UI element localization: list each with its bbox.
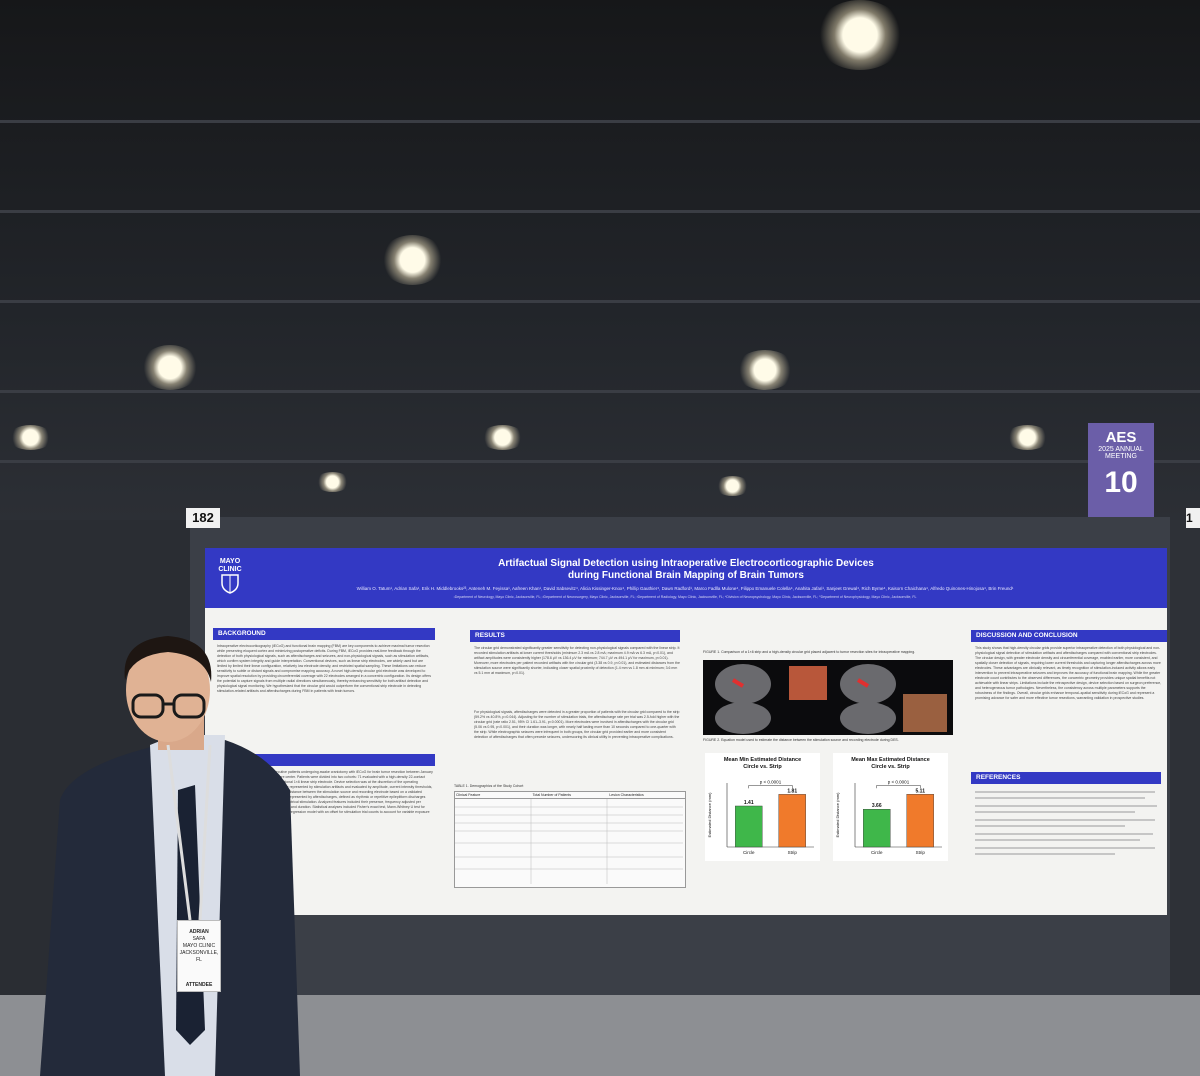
discussion-text: This study shows that high-density circu…	[975, 646, 1162, 700]
badge-type: ATTENDEE	[185, 982, 213, 988]
chart-data-label: 1.81	[787, 788, 797, 794]
ceiling-light	[315, 472, 350, 492]
chart-annotation: p < 0.0001	[888, 779, 910, 784]
presenter-hair	[124, 636, 212, 682]
ceiling-light	[715, 476, 750, 496]
ceiling-light	[480, 425, 525, 450]
table-header-row: Clinical Feature Total Number of Patient…	[455, 792, 685, 799]
background-heading: BACKGROUND	[213, 628, 435, 640]
ceiling-truss	[0, 300, 1200, 303]
booth-number-right: 1	[1186, 508, 1200, 528]
banner-line1: AES	[1105, 429, 1137, 446]
discussion-heading: DISCUSSION AND CONCLUSION	[971, 630, 1167, 642]
chart-data-label: 5.11	[916, 788, 926, 794]
ceiling	[0, 0, 1200, 520]
mayo-clinic-logo: MAYO CLINIC	[213, 554, 247, 596]
ceiling-light	[380, 235, 445, 285]
chart-significance-bracket	[876, 785, 921, 789]
svg-text:MAYO: MAYO	[220, 558, 241, 565]
brain-figure-drawing	[715, 664, 947, 734]
poster-header: MAYO CLINIC Artifactual Signal Detection…	[205, 548, 1167, 608]
ceiling-light	[1005, 425, 1050, 450]
ceiling-light	[735, 350, 795, 390]
aes-meeting-banner: AES 2025 ANNUAL MEETING 10	[1088, 423, 1154, 523]
figure1-brain-images	[703, 660, 953, 735]
background-text: Intraoperative electrocorticography (iEC…	[217, 644, 431, 693]
methods-text: We retrospectively analyzed 142 consecut…	[217, 770, 433, 819]
chart-bar	[735, 805, 763, 848]
booth-panel-right	[1170, 520, 1200, 1000]
banner-line2: 2025 ANNUAL MEETING	[1098, 446, 1144, 460]
chart-subtitle: Circle vs. Strip	[743, 764, 782, 770]
ceiling-light	[8, 425, 53, 450]
chart-category-label: Strip	[788, 850, 798, 855]
research-poster: MAYO CLINIC Artifactual Signal Detection…	[205, 548, 1167, 915]
table-header-cell: Clinical Feature	[456, 793, 481, 797]
results-text-1: The circular grid demonstrated significa…	[474, 646, 680, 675]
banner-line3: 10	[1104, 466, 1138, 499]
poster-title: Artifactual Signal Detection using Intra…	[205, 558, 1167, 582]
chart-max-distance: Mean Max Estimated Distance Circle vs. St…	[833, 753, 948, 861]
chart-category-label: Circle	[743, 850, 755, 855]
references-list-lines	[975, 791, 1157, 855]
chart-bar	[906, 794, 934, 848]
svg-text:CLINIC: CLINIC	[218, 566, 241, 573]
table-header-cell: Total Number of Patients	[532, 793, 571, 797]
ceiling-light	[815, 0, 905, 70]
table-header-cell: Lesion Characteristics	[609, 793, 644, 797]
ceiling-truss	[0, 120, 1200, 123]
results-heading: RESULTS	[470, 630, 680, 642]
references-heading: REFERENCES	[971, 772, 1161, 784]
table-caption: TABLE 1. Demographics of the Study Cohor…	[454, 784, 524, 788]
booth-number: 182	[186, 508, 220, 528]
ceiling-truss	[0, 390, 1200, 393]
badge-name: ADRIAN	[189, 929, 209, 935]
chart-bar	[863, 809, 891, 848]
mayo-shield-icon: MAYO CLINIC	[218, 558, 242, 594]
chart-data-label: 3.66	[872, 803, 882, 809]
demographics-table: Clinical Feature Total Number of Patient…	[454, 791, 686, 888]
chart-ylabel: Estimated Distance (mm)	[835, 792, 840, 838]
figure2-caption: FIGURE 2. Equation model used to estimat…	[703, 738, 899, 742]
lanyard	[166, 744, 212, 921]
poster-affiliations: ¹Department of Neurology, Mayo Clinic, J…	[453, 595, 917, 599]
results-text-2: For physiological signals, afterdischarg…	[474, 710, 680, 739]
chart-subtitle: Circle vs. Strip	[871, 764, 910, 770]
chart-category-label: Circle	[871, 850, 883, 855]
ceiling-light	[140, 345, 200, 390]
poster-title-line2: during Functional Brain Mapping of Brain…	[568, 570, 804, 581]
chart-title: Mean Max Estimated Distance	[851, 757, 930, 763]
chart-significance-bracket	[748, 785, 793, 789]
chart-category-label: Strip	[916, 850, 926, 855]
attendee-badge: ADRIAN SAFA MAYO CLINIC JACKSONVILLE, FL…	[177, 920, 221, 992]
chart-title: Mean Min Estimated Distance	[724, 757, 801, 763]
figure1-caption: FIGURE 1. Comparison of a 1×6 strip and …	[703, 650, 916, 654]
chart-min-distance: Mean Min Estimated Distance Circle vs. St…	[705, 753, 820, 861]
badge-role: SAFA	[192, 936, 206, 942]
poster-title-line1: Artifactual Signal Detection using Intra…	[498, 558, 874, 569]
ceiling-truss	[0, 460, 1200, 463]
chart-data-label: 1.41	[744, 800, 754, 806]
chart-bar	[778, 794, 806, 848]
poster-authors: William O. Tatum¹, Adrian Safa¹, Erik H.…	[356, 586, 1014, 591]
ceiling-truss	[0, 210, 1200, 213]
chart-annotation: p < 0.0001	[760, 779, 782, 784]
chart-ylabel: Estimated Distance (mm)	[707, 792, 712, 838]
badge-org: MAYO CLINIC JACKSONVILLE, FL	[179, 943, 219, 963]
table-grid-lines	[455, 799, 683, 884]
glasses-icon	[131, 693, 206, 719]
